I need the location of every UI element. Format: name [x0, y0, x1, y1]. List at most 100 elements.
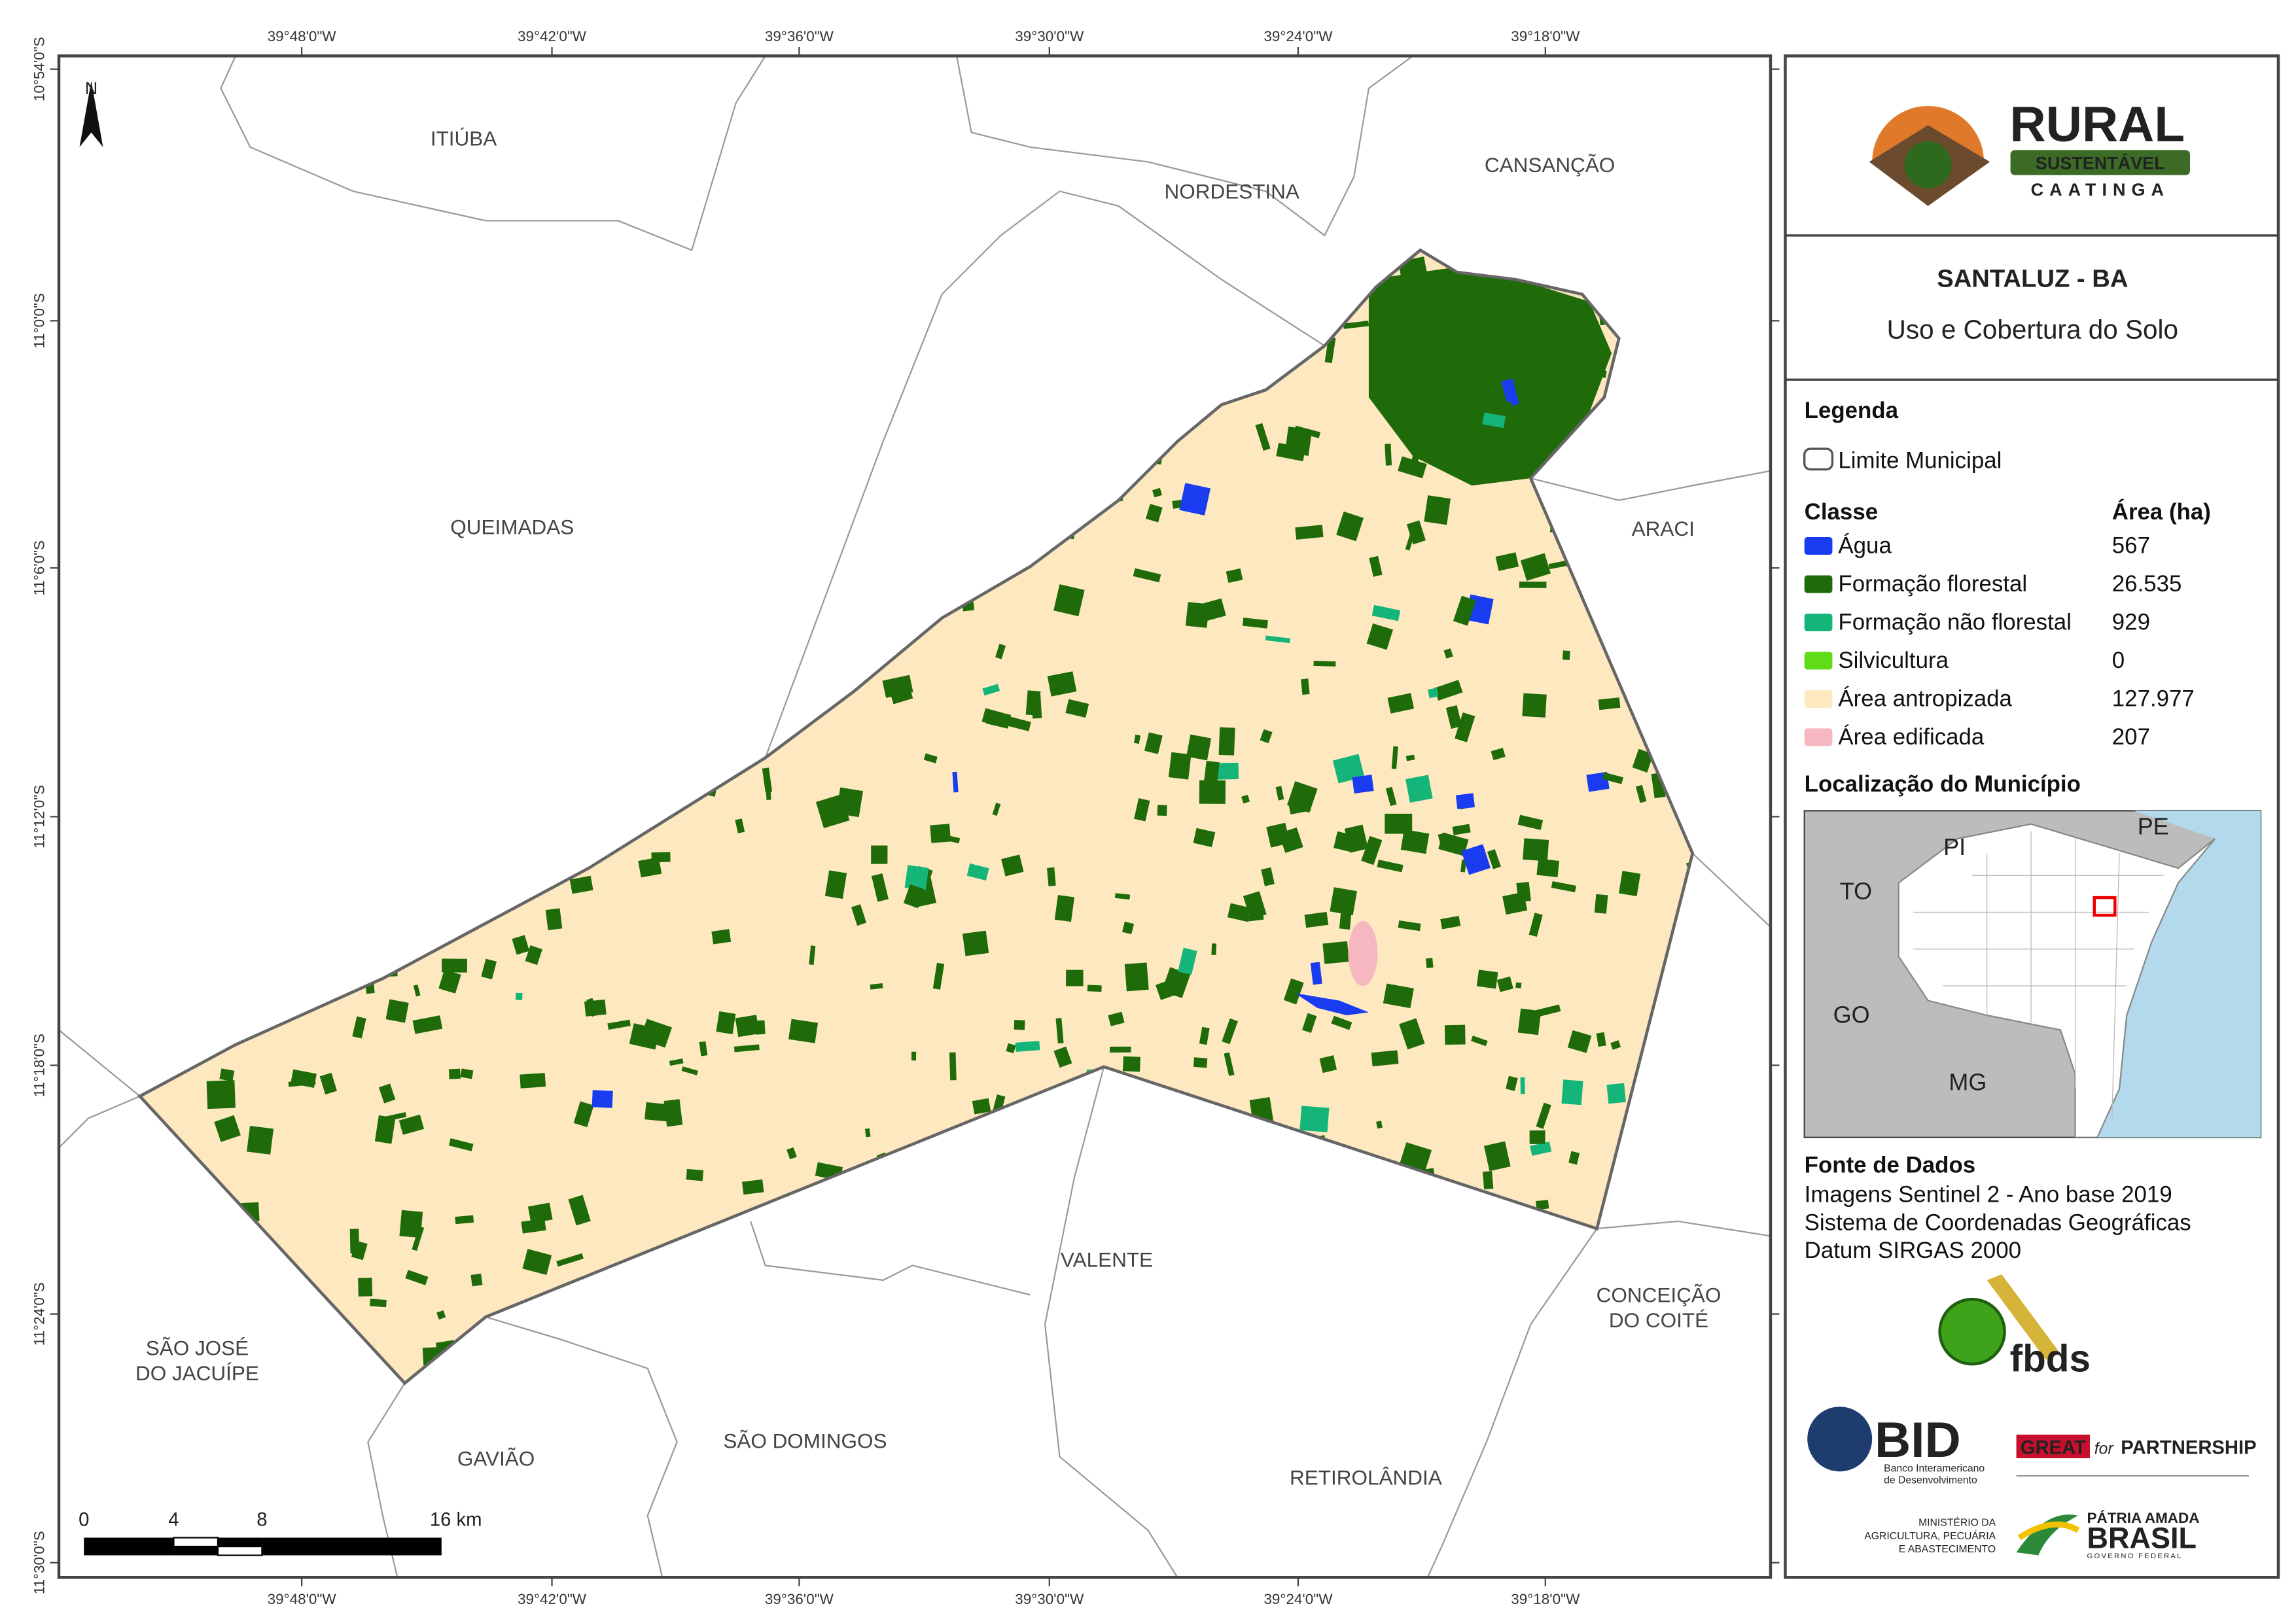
land-patch: [399, 1210, 423, 1238]
land-patch: [1491, 748, 1506, 761]
coord-label: 39°42'0"W: [518, 1591, 587, 1607]
land-patch: [1054, 895, 1075, 922]
legend-area: 26.535: [2112, 571, 2182, 597]
land-patch: [871, 873, 889, 902]
location-inset: PI PE TO GO MG: [1803, 810, 2262, 1138]
land-patch: [1322, 941, 1349, 964]
land-patch: [1391, 334, 1402, 347]
land-patch: [995, 644, 1006, 659]
land-patch: [1226, 568, 1243, 584]
land-patch: [1066, 969, 1084, 986]
legend-title: Legenda: [1805, 398, 1899, 423]
land-patch: [520, 1073, 546, 1089]
land-patch: [1503, 407, 1523, 434]
coord-label: 11°0'0"S: [31, 293, 48, 349]
land-patch: [349, 1229, 360, 1254]
land-patch: [607, 1019, 631, 1030]
land-patch: [1602, 772, 1623, 784]
land-patch: [247, 1125, 274, 1155]
land-patch: [992, 802, 1001, 816]
land-patch: [645, 1102, 669, 1122]
land-patch: [319, 1072, 338, 1095]
land-patch: [735, 818, 745, 833]
land-patch: [1535, 1200, 1549, 1210]
land-patch: [1294, 425, 1321, 438]
land-patch: [809, 945, 816, 965]
land-patch: [1385, 444, 1392, 466]
land-patch: [1144, 732, 1163, 754]
neighbour-boundaries: [59, 56, 1771, 1578]
land-patch: [1610, 1040, 1621, 1050]
land-patch: [438, 969, 461, 994]
land-patch: [412, 1226, 425, 1251]
logo-text: BID: [1875, 1412, 1961, 1468]
legend-label: Água: [1838, 533, 1892, 559]
land-patch: [1332, 754, 1365, 784]
legend-swatch: [1804, 728, 1833, 746]
land-patch: [1455, 793, 1475, 809]
land-patch: [1193, 828, 1216, 848]
land-patch: [1424, 352, 1451, 370]
land-patch: [1434, 680, 1463, 701]
land-patch: [985, 710, 1012, 729]
land-patch: [638, 857, 662, 878]
land-patch: [1428, 688, 1439, 699]
land-patch: [1452, 824, 1471, 835]
place-name: SÃO DOMINGOS: [723, 1429, 887, 1452]
land-patch: [1496, 976, 1513, 992]
land-patch: [1227, 903, 1250, 922]
land-patch: [1065, 699, 1089, 718]
land-patch: [481, 958, 497, 980]
source-line: Sistema de Coordenadas Geográficas: [1805, 1210, 2191, 1235]
land-patch: [358, 1278, 373, 1297]
land-patch: [1344, 824, 1369, 853]
land-patch: [1336, 511, 1364, 542]
land-patch: [952, 771, 959, 793]
land-patch: [1361, 835, 1383, 865]
land-patch: [1366, 623, 1393, 650]
land-patch: [1522, 693, 1547, 718]
land-patch: [573, 1101, 594, 1128]
land-patch: [699, 1041, 708, 1056]
land-patch: [1199, 1026, 1210, 1045]
land-patch: [1025, 690, 1041, 716]
scale-label: 0: [79, 1510, 89, 1531]
logo-text: de Desenvolvimento: [1884, 1475, 1977, 1486]
land-patch: [1523, 838, 1549, 862]
land-patch: [711, 929, 732, 945]
land-patch: [1055, 1018, 1064, 1044]
land-patch: [1405, 775, 1433, 803]
legend-swatch: [1804, 537, 1833, 555]
source-line: Datum SIRGAS 2000: [1805, 1238, 2021, 1263]
coord-label: 39°24'0"W: [1263, 1591, 1333, 1607]
scale-bar: [84, 1537, 442, 1556]
coord-label: 11°24'0"S: [31, 1282, 48, 1346]
coord-label: 10°54'0"S: [31, 37, 48, 101]
land-patch: [1003, 715, 1031, 731]
land-patch: [1618, 871, 1641, 897]
land-patch: [1568, 1151, 1580, 1165]
land-patch: [1276, 442, 1306, 462]
land-patch: [1502, 892, 1528, 915]
source-title: Fonte de Dados: [1805, 1153, 1975, 1178]
land-patch: [871, 845, 888, 864]
logo-text: Banco Interamericano: [1884, 1463, 1985, 1474]
land-patch: [1596, 1032, 1606, 1047]
coord-label: 39°36'0"W: [765, 28, 834, 44]
land-patch: [742, 1179, 764, 1195]
logo-text: for: [2094, 1440, 2115, 1457]
land-patch: [584, 999, 607, 1017]
class-header: Classe: [1805, 499, 1878, 525]
legend-swatch: [1804, 575, 1833, 593]
land-patch: [1124, 962, 1149, 992]
land-patch: [1517, 1008, 1542, 1036]
logo-text: PARTNERSHIP: [2121, 1437, 2256, 1458]
land-patch: [949, 1052, 957, 1081]
land-patch: [1528, 913, 1543, 937]
land-patch: [836, 787, 864, 818]
land-patch: [1606, 1083, 1626, 1104]
land-patch: [930, 824, 951, 843]
land-patch: [1593, 368, 1607, 378]
legend-swatch: [1804, 613, 1833, 631]
